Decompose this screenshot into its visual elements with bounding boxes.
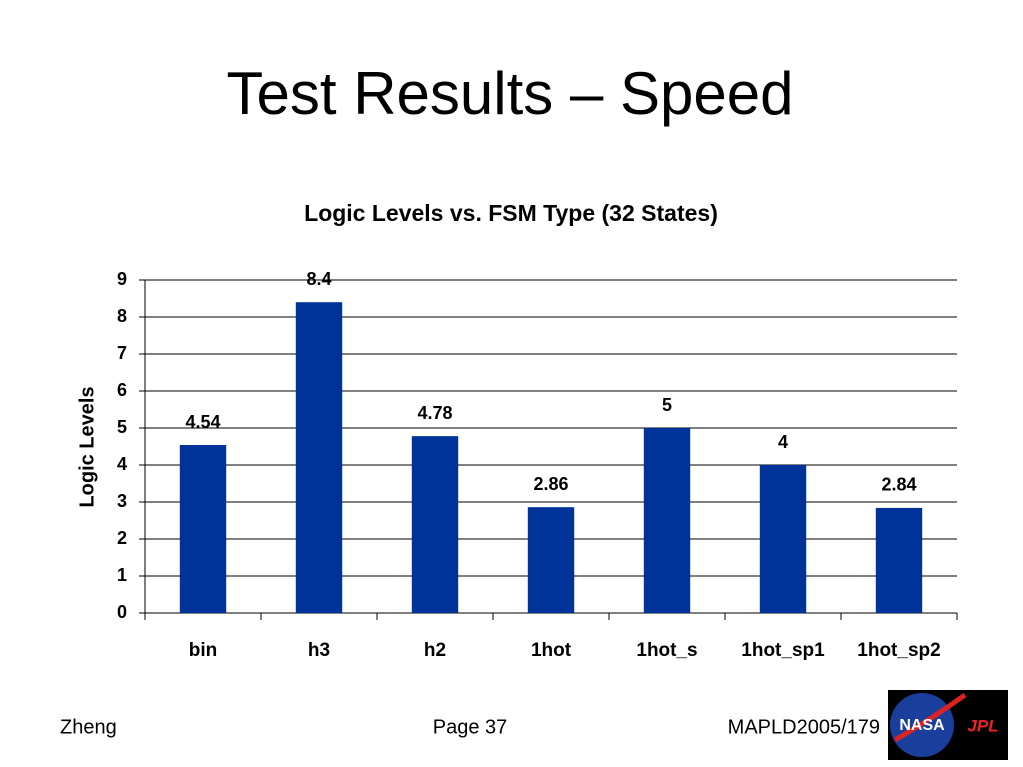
y-tick-label: 9 <box>117 269 127 289</box>
x-tick-label: h3 <box>308 640 330 661</box>
logo-nasa: NASA <box>899 717 945 734</box>
footer-left: Zheng <box>60 716 117 738</box>
data-label: 4 <box>778 432 788 452</box>
x-tick-label: 1hot_sp2 <box>857 640 940 661</box>
data-label: 2.86 <box>533 474 568 494</box>
data-label: 4.54 <box>185 412 220 432</box>
chart-title: Logic Levels vs. FSM Type (32 States) <box>304 200 718 226</box>
y-tick-label: 0 <box>117 602 127 622</box>
logo-jpl: JPL <box>967 716 998 735</box>
bar <box>295 302 343 613</box>
bar <box>411 436 459 613</box>
x-tick-label: h2 <box>424 640 446 661</box>
x-tick-label: 1hot <box>531 640 572 661</box>
bar <box>527 507 575 613</box>
bar <box>875 507 923 613</box>
y-tick-label: 3 <box>117 491 127 511</box>
y-axis-label: Logic Levels <box>76 386 98 507</box>
y-tick-label: 8 <box>117 306 127 326</box>
data-label: 8.4 <box>306 269 331 289</box>
data-label: 2.84 <box>881 475 916 495</box>
data-label: 4.78 <box>417 403 452 423</box>
y-tick-label: 1 <box>117 565 127 585</box>
bar <box>179 445 227 613</box>
slide-title: Test Results – Speed <box>227 60 794 127</box>
data-label: 5 <box>662 395 672 415</box>
x-tick-label: 1hot_sp1 <box>741 640 825 661</box>
y-tick-label: 4 <box>117 454 127 474</box>
y-tick-label: 5 <box>117 417 127 437</box>
logo: NASA JPL <box>888 690 1008 760</box>
footer-right: MAPLD2005/179 <box>728 716 880 738</box>
bar <box>759 465 807 613</box>
y-tick-label: 6 <box>117 380 127 400</box>
footer-center: Page 37 <box>433 716 508 738</box>
y-tick-label: 7 <box>117 343 127 363</box>
x-tick-label: bin <box>189 640 218 661</box>
logo-swoosh <box>893 692 967 743</box>
x-tick-label: 1hot_s <box>636 640 697 661</box>
bar <box>643 428 691 613</box>
y-tick-label: 2 <box>117 528 127 548</box>
